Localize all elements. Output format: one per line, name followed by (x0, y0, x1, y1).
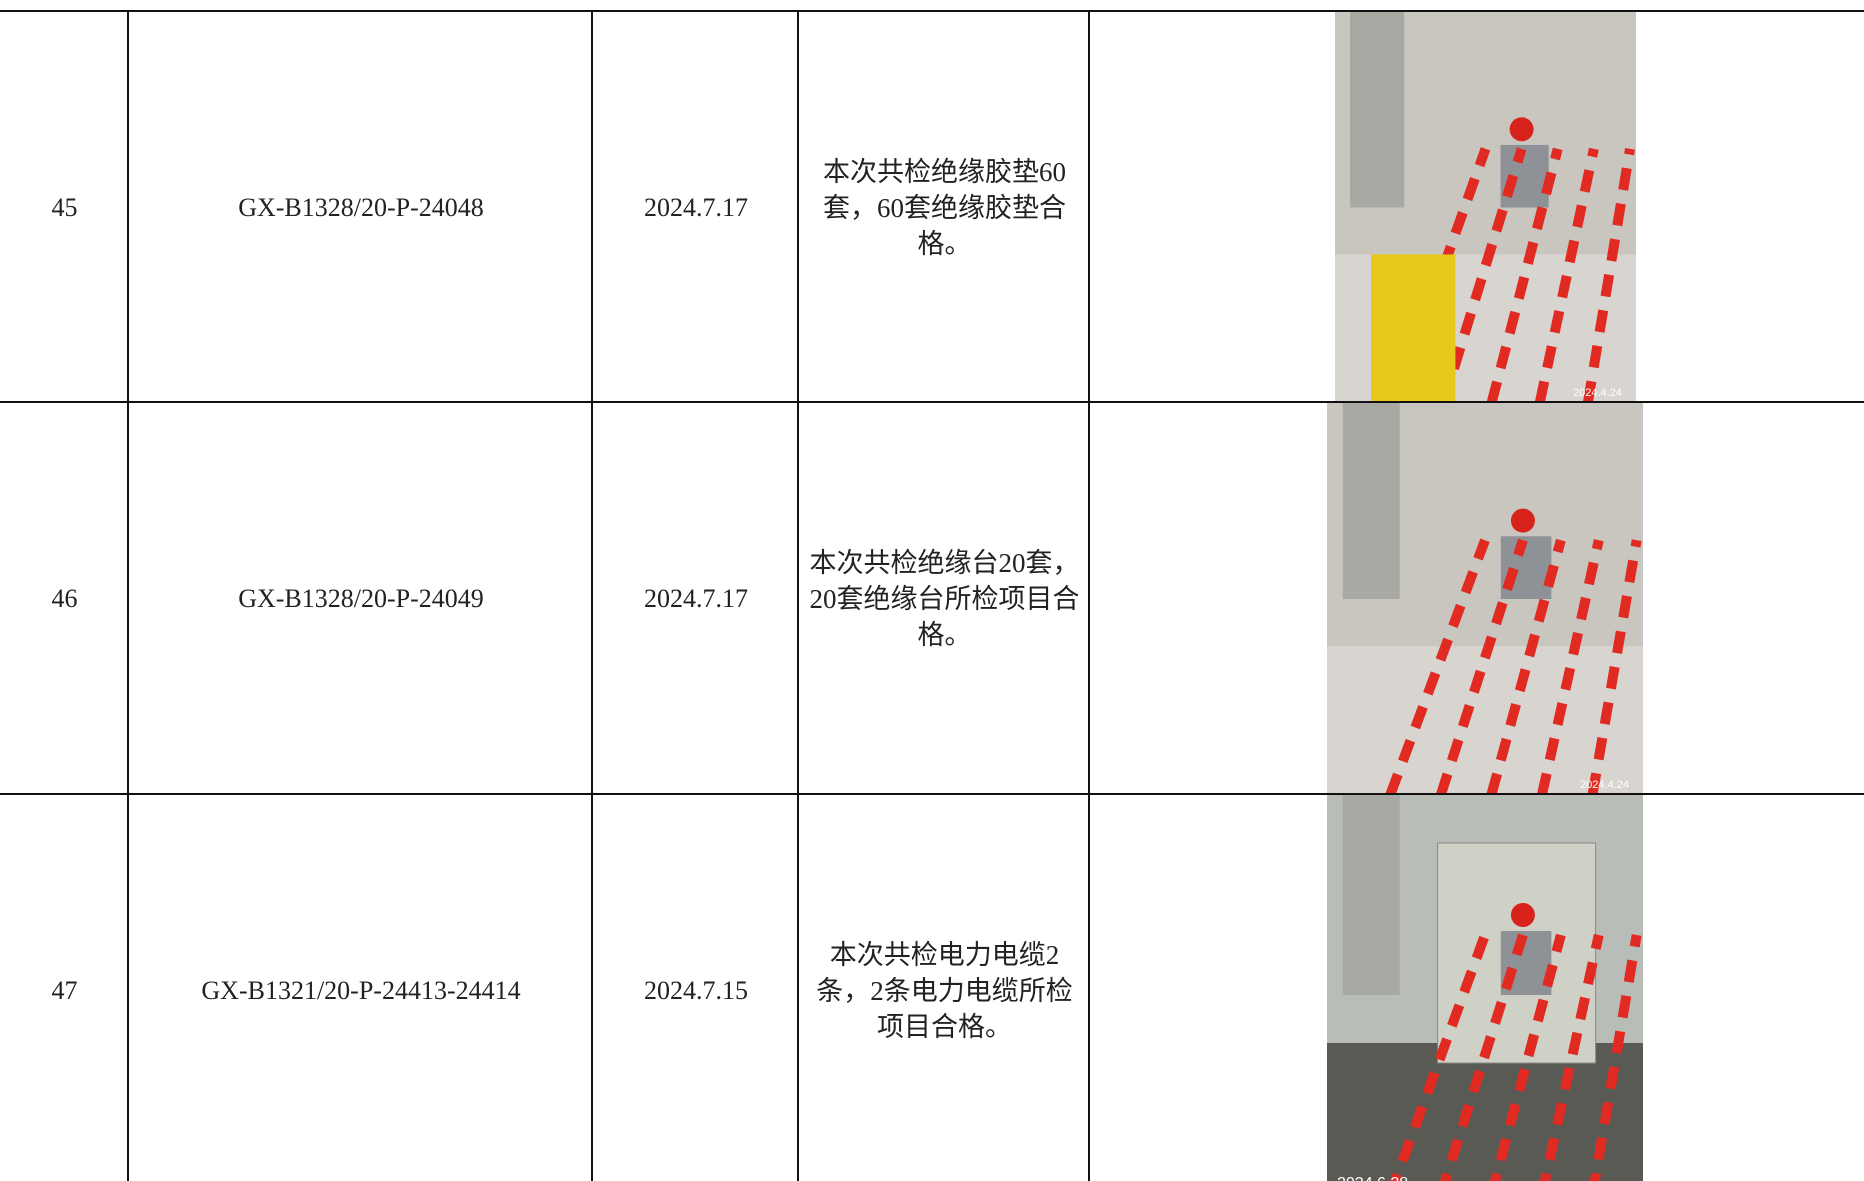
photo-stamp: 2024.6.28 (1337, 1175, 1408, 1181)
photo-cell (1088, 10, 1864, 404)
photo-stamp: 2024.4.24 (1580, 779, 1629, 791)
code-cell: GX-B1328/20-P-24048 (127, 10, 593, 404)
no-cell: 45 (0, 10, 129, 404)
photo-cell (1088, 401, 1864, 795)
photo-image (1327, 403, 1643, 795)
description-cell: 本次共检电力电缆2条，2条电力电缆所检项目合格。 (797, 793, 1090, 1181)
photo-stamp: 2024.4.24 (1573, 387, 1622, 399)
code-cell: GX-B1321/20-P-24413-24414 (127, 793, 593, 1181)
description-cell: 本次共检绝缘胶垫60套，60套绝缘胶垫合格。 (797, 10, 1090, 404)
description-cell: 本次共检绝缘台20套，20套绝缘台所检项目合格。 (797, 401, 1090, 795)
no-cell: 46 (0, 401, 129, 795)
photo-image (1327, 795, 1643, 1181)
photo-cell (1088, 793, 1864, 1181)
date-cell: 2024.7.15 (591, 793, 799, 1181)
date-cell: 2024.7.17 (591, 10, 799, 404)
photo: 2024.6.28 (1327, 795, 1643, 1181)
code-cell: GX-B1328/20-P-24049 (127, 401, 593, 795)
date-cell: 2024.7.17 (591, 401, 799, 795)
no-cell: 47 (0, 793, 129, 1181)
photo: 2024.4.24 (1335, 12, 1636, 403)
photo-image (1335, 12, 1636, 403)
photo: 2024.4.24 (1327, 403, 1643, 795)
